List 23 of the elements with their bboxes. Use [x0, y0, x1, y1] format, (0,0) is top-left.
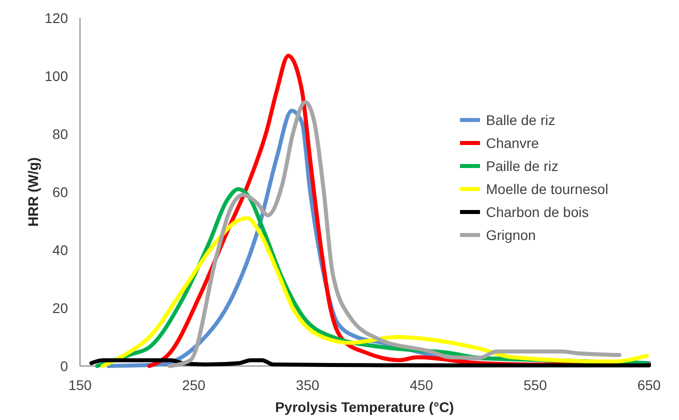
x-tick-label: 450: [410, 377, 434, 393]
y-tick-label: 60: [52, 184, 68, 200]
x-tick-label: 350: [296, 377, 320, 393]
x-tick-label: 650: [637, 377, 661, 393]
y-tick-label: 0: [60, 358, 68, 374]
legend-label: Moelle de tournesol: [486, 180, 608, 197]
y-tick-label: 80: [52, 126, 68, 142]
x-tick-label: 250: [182, 377, 206, 393]
y-tick-label: 40: [52, 242, 68, 258]
legend-label: Paille de riz: [486, 158, 558, 174]
x-tick-label: 150: [68, 377, 92, 393]
y-tick-label: 20: [52, 300, 68, 316]
legend-label: Balle de riz: [486, 112, 556, 128]
line-series: [100, 216, 649, 368]
y-tick-label: 120: [44, 10, 68, 26]
x-axis-title: Pyrolysis Temperature (°C): [275, 399, 454, 415]
y-tick-label: 100: [44, 68, 68, 84]
x-tick-label: 550: [524, 377, 548, 393]
legend-label: Chanvre: [486, 134, 540, 151]
line-series: [168, 100, 622, 368]
legend-label: Grignon: [486, 226, 536, 243]
legend-label: Charbon de bois: [486, 204, 589, 220]
y-axis-title: HRR (W/g): [25, 157, 41, 227]
